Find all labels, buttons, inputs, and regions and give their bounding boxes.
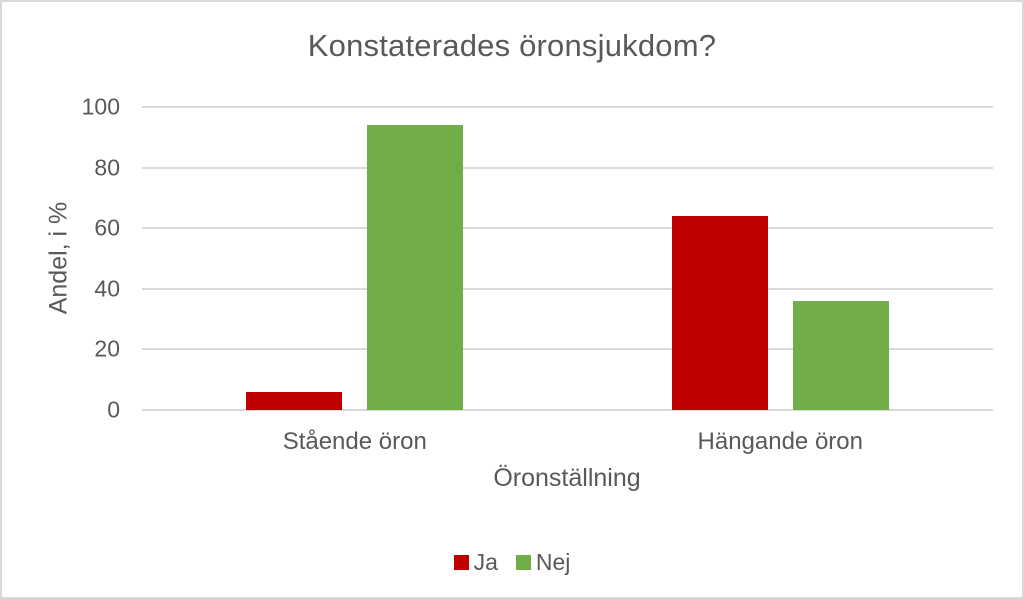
gridline [142,409,993,411]
chart-title: Konstaterades öronsjukdom? [307,28,717,63]
legend-label: Ja [473,549,498,575]
bar-ja-1 [246,391,343,410]
y-axis-tick-label: 80 [94,154,120,181]
gridline [142,348,993,351]
legend-swatch-nej [515,555,531,570]
legend-label: Nej [535,549,571,575]
legend: Ja Nej [2,549,1022,576]
bar-ja-2 [671,216,768,410]
bar-nej-2 [792,300,889,410]
y-axis-tick-label: 0 [107,396,120,423]
bar-nej-1 [367,125,464,410]
x-category-label: Stående öron [282,428,427,455]
gridline [142,227,993,230]
gridline [142,166,993,169]
y-axis-tick-label: 100 [81,93,120,120]
y-axis-tick-label: 20 [94,335,120,362]
legend-item: Ja [453,549,498,576]
y-axis-tick-label: 60 [94,214,120,241]
plot-area [142,106,993,411]
gridline [142,106,993,108]
legend-item: Nej [515,549,571,576]
gridline [142,287,993,290]
x-axis-title: Öronställning [493,464,641,492]
y-axis-tick-label: 40 [94,275,120,302]
legend-swatch-ja [453,555,469,570]
x-category-label: Hängande öron [697,428,863,455]
